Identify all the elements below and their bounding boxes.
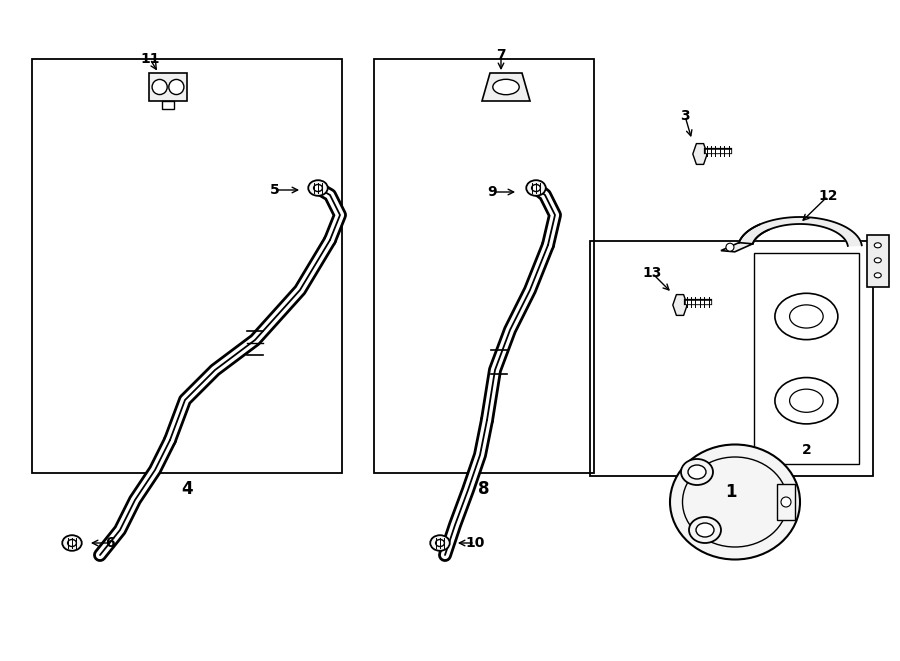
Text: 5: 5 xyxy=(270,183,280,197)
Bar xyxy=(32,59,342,473)
Ellipse shape xyxy=(430,535,450,551)
Circle shape xyxy=(169,79,184,95)
Ellipse shape xyxy=(68,539,76,547)
Bar xyxy=(754,253,859,464)
Polygon shape xyxy=(739,217,862,246)
Text: 1: 1 xyxy=(725,483,737,501)
Circle shape xyxy=(726,243,734,251)
Bar xyxy=(374,59,594,473)
Ellipse shape xyxy=(313,184,322,192)
Text: 6: 6 xyxy=(105,536,115,550)
Bar xyxy=(590,241,873,476)
Text: 4: 4 xyxy=(181,480,193,498)
Text: 12: 12 xyxy=(818,189,838,203)
Text: 3: 3 xyxy=(680,109,689,123)
Ellipse shape xyxy=(532,184,540,192)
Text: 2: 2 xyxy=(802,443,811,457)
Text: 9: 9 xyxy=(487,185,497,199)
Bar xyxy=(149,73,187,101)
Ellipse shape xyxy=(689,517,721,543)
Ellipse shape xyxy=(526,180,545,196)
Ellipse shape xyxy=(874,243,881,248)
Ellipse shape xyxy=(308,180,328,196)
Bar xyxy=(867,235,889,288)
Ellipse shape xyxy=(874,273,881,278)
Polygon shape xyxy=(721,243,752,252)
Ellipse shape xyxy=(436,539,445,547)
Text: 11: 11 xyxy=(140,52,160,66)
Text: 7: 7 xyxy=(496,48,506,62)
Ellipse shape xyxy=(670,444,800,559)
Ellipse shape xyxy=(681,459,713,485)
Polygon shape xyxy=(482,73,530,101)
Polygon shape xyxy=(673,295,688,315)
Ellipse shape xyxy=(688,465,706,479)
Bar xyxy=(777,484,795,520)
Text: 8: 8 xyxy=(478,480,490,498)
Polygon shape xyxy=(693,143,707,165)
Bar xyxy=(162,101,174,110)
Text: 10: 10 xyxy=(465,536,485,550)
Polygon shape xyxy=(739,233,759,244)
Text: 13: 13 xyxy=(643,266,662,280)
Ellipse shape xyxy=(493,79,519,95)
Ellipse shape xyxy=(696,523,714,537)
Circle shape xyxy=(152,79,167,95)
Circle shape xyxy=(781,497,791,507)
Ellipse shape xyxy=(62,535,82,551)
Ellipse shape xyxy=(874,258,881,263)
